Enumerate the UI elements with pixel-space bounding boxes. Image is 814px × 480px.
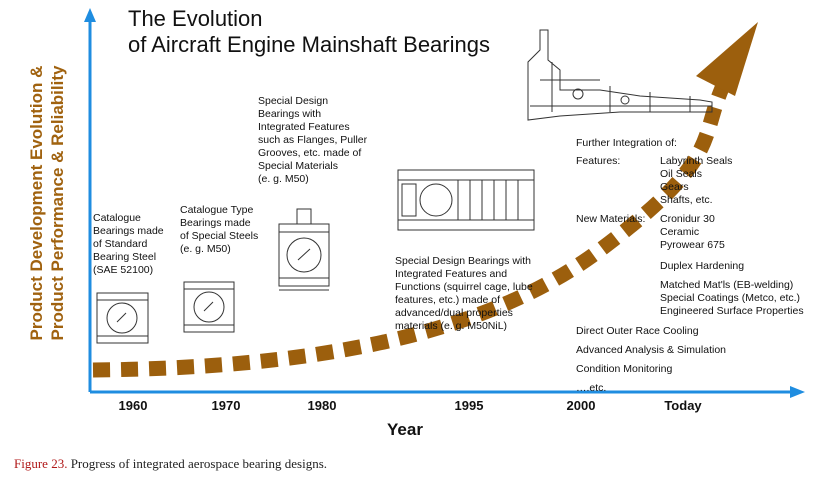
era-line: such as Flanges, Puller (258, 134, 368, 146)
material-item: Pyrowear 675 (660, 239, 725, 251)
today-heading: Further Integration of: (576, 137, 677, 149)
other-item: Advanced Analysis & Simulation (576, 344, 726, 356)
bearing-sketch-1980 (278, 208, 330, 291)
x-tick-1980: 1980 (307, 398, 337, 413)
figure-caption-label: Figure 23. (14, 456, 68, 471)
era-1970-description: Catalogue Type Bearings made of Special … (180, 204, 258, 256)
era-line: Bearings made (180, 217, 251, 229)
era-line: Catalogue (93, 212, 141, 224)
today-materials-label: New Materials: (576, 213, 646, 225)
title-line-1: The Evolution (128, 6, 263, 31)
feature-item: Shafts, etc. (660, 194, 713, 206)
bearing-sketch-1970 (183, 281, 235, 333)
engine-section-sketch (527, 29, 713, 121)
x-tick-1960: 1960 (118, 398, 148, 413)
x-axis-label: Year (387, 420, 423, 439)
today-features-label: Features: (576, 155, 621, 167)
material-item: Ceramic (660, 226, 700, 238)
feature-item: Gears (660, 181, 689, 193)
figure-caption-text: Progress of integrated aerospace bearing… (67, 456, 328, 471)
era-line: Integrated Features (258, 121, 350, 133)
era-line: Bearing Steel (93, 251, 157, 263)
era-line: Special Materials (258, 160, 338, 172)
era-line: of Standard (93, 238, 148, 250)
other-item: Condition Monitoring (576, 363, 673, 375)
feature-item: Labyrinth Seals (660, 155, 733, 167)
feature-item: Oil Seals (660, 168, 703, 180)
era-line: Bearings with (258, 108, 322, 120)
x-tick-2000: 2000 (566, 398, 596, 413)
today-other-list: Direct Outer Race Cooling Advanced Analy… (576, 322, 726, 398)
era-1960-description: Catalogue Bearings made of Standard Bear… (93, 212, 164, 277)
treatment-item: Matched Mat'ls (EB-welding) (660, 279, 794, 291)
era-line: advanced/dual properties (395, 307, 513, 319)
x-tick-today: Today (664, 398, 702, 413)
today-materials-list: Cronidur 30 Ceramic Pyrowear 675 (660, 213, 725, 252)
era-line: Special Design (258, 95, 329, 107)
era-line: Bearings made (93, 225, 164, 237)
bearing-sketch-1995 (397, 169, 535, 231)
era-1995-description: Special Design Bearings with Integrated … (395, 255, 533, 333)
era-1980-description: Special Design Bearings with Integrated … (258, 95, 367, 186)
today-treatments-list: Matched Mat'ls (EB-welding) Special Coat… (660, 279, 804, 318)
x-tick-1995: 1995 (454, 398, 484, 413)
era-line: (e. g. M50) (180, 243, 231, 255)
material-item: Cronidur 30 (660, 213, 715, 225)
trend-dashed-curve (92, 85, 729, 378)
y-axis-arrowhead (84, 8, 96, 22)
x-tick-1970: 1970 (211, 398, 241, 413)
era-line: (SAE 52100) (93, 264, 154, 276)
era-line: features, etc.) made of (395, 294, 501, 306)
treatment-item: Engineered Surface Properties (660, 305, 804, 317)
trend-arrowhead (696, 22, 758, 96)
other-item: ….etc. (576, 382, 607, 394)
era-line: materials (e. g. M50NiL) (395, 320, 508, 332)
era-line: Integrated Features and (395, 268, 508, 280)
today-features-list: Labyrinth Seals Oil Seals Gears Shafts, … (660, 155, 732, 207)
treatment-item: Special Coatings (Metco, etc.) (660, 292, 801, 304)
today-treatment-1: Duplex Hardening (660, 260, 745, 272)
era-line: Special Design Bearings with (395, 255, 531, 267)
era-line: Grooves, etc. made of (258, 147, 362, 159)
other-item: Direct Outer Race Cooling (576, 325, 699, 337)
era-line: Functions (squirrel cage, lube (395, 281, 533, 293)
era-line: (e. g. M50) (258, 173, 309, 185)
figure-caption: Figure 23. Progress of integrated aerosp… (14, 456, 327, 472)
bearing-sketch-1960 (96, 292, 149, 344)
x-axis-arrowhead (790, 386, 805, 398)
era-line: Catalogue Type (180, 204, 254, 216)
diagram-title: The Evolution of Aircraft Engine Mainsha… (128, 6, 490, 58)
title-line-2: of Aircraft Engine Mainshaft Bearings (128, 32, 490, 57)
era-line: of Special Steels (180, 230, 259, 242)
